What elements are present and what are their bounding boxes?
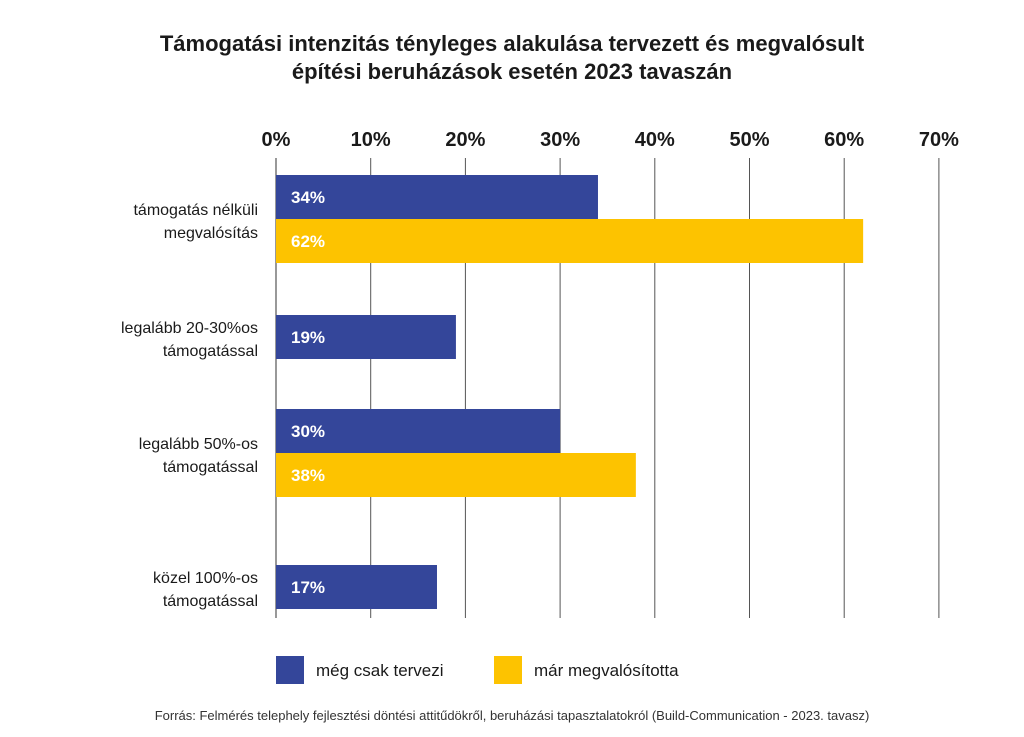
bar-label-planned-3: 17% bbox=[291, 578, 325, 597]
bar-realized-2 bbox=[276, 453, 636, 497]
bar-planned-3 bbox=[276, 565, 437, 609]
bar-label-planned-1: 19% bbox=[291, 328, 325, 347]
category-label-3-line-1: közel 100%-os bbox=[153, 570, 258, 587]
chart-title-line-1: Támogatási intenzitás tényleges alakulás… bbox=[159, 31, 865, 56]
category-label-0-line-2: megvalósítás bbox=[164, 225, 258, 242]
bar-label-realized-0: 62% bbox=[291, 232, 325, 251]
bar-planned-0 bbox=[276, 175, 598, 219]
legend-swatch-realized bbox=[494, 656, 522, 684]
bar-label-planned-2: 30% bbox=[291, 422, 325, 441]
legend-swatch-planned bbox=[276, 656, 304, 684]
tick-label-10: 10% bbox=[351, 129, 391, 151]
bar-realized-0 bbox=[276, 219, 864, 263]
chart-title: Támogatási intenzitás tényleges alakulás… bbox=[0, 30, 1024, 86]
tick-label-50: 50% bbox=[729, 129, 769, 151]
category-label-0-line-1: támogatás nélküli bbox=[133, 202, 258, 219]
bar-label-planned-0: 34% bbox=[291, 188, 325, 207]
category-label-1-line-2: támogatással bbox=[163, 343, 258, 360]
tick-label-0: 0% bbox=[262, 129, 291, 151]
tick-label-20: 20% bbox=[445, 129, 485, 151]
tick-label-40: 40% bbox=[635, 129, 675, 151]
legend-label-planned: még csak tervezi bbox=[316, 661, 444, 680]
chart-title-line-2: építési beruházások esetén 2023 tavaszán bbox=[291, 59, 733, 84]
category-label-3-line-2: támogatással bbox=[163, 593, 258, 610]
tick-label-30: 30% bbox=[540, 129, 580, 151]
category-label-1-line-1: legalább 20-30%os bbox=[121, 320, 258, 337]
category-label-2-line-1: legalább 50%-os bbox=[139, 436, 258, 453]
tick-label-60: 60% bbox=[824, 129, 864, 151]
category-label-2-line-2: támogatással bbox=[163, 459, 258, 476]
bar-label-realized-2: 38% bbox=[291, 466, 325, 485]
bar-planned-2 bbox=[276, 409, 561, 453]
legend-label-realized: már megvalósította bbox=[534, 661, 679, 680]
tick-label-70: 70% bbox=[919, 129, 959, 151]
bar-planned-1 bbox=[276, 315, 456, 359]
source-note: Forrás: Felmérés telephely fejlesztési d… bbox=[154, 708, 870, 723]
